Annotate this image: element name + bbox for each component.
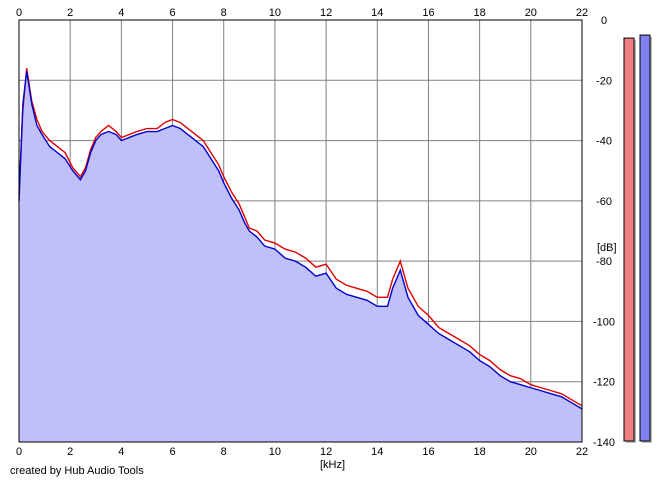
plot-frame: [18, 19, 583, 443]
level-meter-right: [639, 34, 651, 442]
x-tick-label-bottom: 18: [474, 446, 486, 458]
x-tick-label-bottom: 10: [269, 446, 281, 458]
x-tick-label-bottom: 12: [320, 446, 332, 458]
x-tick-label-bottom: 0: [16, 446, 22, 458]
x-tick-label-top: 16: [422, 7, 434, 19]
x-axis-label: [kHz]: [320, 459, 345, 471]
spectrum-fill: [19, 71, 582, 442]
x-tick-label-top: 6: [169, 7, 175, 19]
x-tick-label-bottom: 22: [576, 446, 588, 458]
y-tick-label: -80: [596, 256, 612, 268]
credit-text: created by Hub Audio Tools: [10, 465, 144, 477]
y-tick-label: -60: [596, 196, 612, 208]
x-tick-label-top: 22: [576, 7, 588, 19]
level-meters: [623, 34, 652, 443]
x-tick-label-bottom: 14: [371, 446, 383, 458]
y-tick-label: -20: [596, 75, 612, 87]
x-tick-label-bottom: 20: [525, 446, 537, 458]
x-tick-label-bottom: 6: [169, 446, 175, 458]
y-ticks: 0 -20 -40 -60 -80 -100 -120 -140: [593, 15, 615, 449]
series-line-0: [18, 68, 583, 407]
x-tick-label-top: 0: [16, 7, 22, 19]
spectrum-lines: [18, 68, 583, 410]
x-tick-label-bottom: 2: [67, 446, 73, 458]
y-tick-label: -100: [593, 316, 615, 328]
y-axis-label: [dB]: [597, 242, 617, 254]
x-tick-label-top: 18: [474, 7, 486, 19]
series-line-1: [18, 71, 583, 410]
x-tick-label-bottom: 16: [422, 446, 434, 458]
x-tick-label-top: 10: [269, 7, 281, 19]
x-tick-label-top: 8: [221, 7, 227, 19]
y-tick-label: -140: [593, 437, 615, 449]
spectrum-area: [19, 71, 582, 442]
x-tick-label-top: 2: [67, 7, 73, 19]
x-tick-label-top: 4: [118, 7, 124, 19]
x-tick-label-top: 14: [371, 7, 383, 19]
x-tick-label-bottom: 4: [118, 446, 124, 458]
level-meter-left: [623, 37, 635, 442]
x-ticks-top: 0 2 4 6 8 10 12 14 16 18 20 22: [16, 7, 588, 19]
y-tick-label: -120: [593, 377, 615, 389]
y-tick-label: 0: [601, 15, 607, 27]
y-tick-label: -40: [596, 136, 612, 148]
x-tick-label-top: 20: [525, 7, 537, 19]
x-tick-label-bottom: 8: [221, 446, 227, 458]
plot-border: [18, 19, 583, 443]
x-tick-label-top: 12: [320, 7, 332, 19]
x-ticks-bottom: 0 2 4 6 8 10 12 14 16 18 20 22: [16, 446, 588, 458]
